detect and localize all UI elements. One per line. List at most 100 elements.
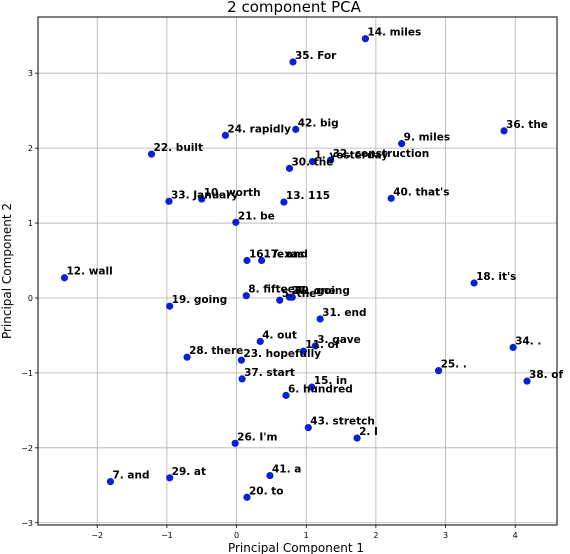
data-point [238, 375, 246, 383]
point-label: 35. For [295, 50, 337, 62]
grid-lines [38, 17, 557, 525]
data-point [299, 347, 308, 355]
data-point [256, 337, 264, 346]
point-label: 8. fifteen [248, 284, 302, 296]
point-label: 16. Texas [249, 249, 304, 261]
point-label: 36. the [506, 119, 548, 131]
data-point [147, 150, 156, 158]
point-label: 5. the [282, 288, 317, 300]
data-points [60, 35, 531, 501]
data-point [316, 315, 324, 323]
data-point [243, 493, 251, 501]
point-label: 10. worth [204, 187, 261, 199]
y-tick-label: −2 [21, 444, 33, 453]
data-point [434, 367, 443, 375]
axis-ticks: −2 −1 0 1 2 3 4 −3 −2 −1 0 1 2 3 [21, 69, 518, 540]
point-label: 6. hundred [288, 383, 353, 395]
x-tick-label: 1 [304, 531, 309, 540]
data-point [311, 342, 319, 350]
point-label: 23. hopefully [243, 348, 321, 360]
data-point [237, 356, 246, 364]
data-point [232, 218, 240, 226]
chart-title: 2 component PCA [227, 0, 361, 16]
y-tick-label: −1 [21, 369, 33, 378]
point-label: 18. it's [476, 271, 516, 283]
point-label: 7. and [112, 470, 149, 482]
data-point [106, 477, 115, 486]
data-point [387, 194, 395, 202]
y-tick-label: 0 [28, 294, 33, 303]
y-tick-label: −3 [21, 519, 33, 528]
point-label: 42. big [298, 117, 339, 129]
point-label: 24. rapidly [227, 123, 291, 135]
data-point [289, 58, 297, 66]
x-tick-label: 3 [443, 531, 448, 540]
data-point [276, 296, 284, 304]
point-label: 37. start [244, 367, 295, 379]
point-label: 34. . [515, 335, 541, 347]
point-label: 3. gave [317, 334, 361, 346]
point-label: 27. one [291, 285, 335, 297]
point-label: 22. built [154, 142, 203, 154]
point-label: 43. stretch [310, 416, 375, 428]
data-point [280, 198, 288, 206]
data-point [282, 391, 290, 399]
data-point [183, 353, 191, 361]
data-point [326, 156, 335, 164]
point-label: 33. January [171, 189, 238, 201]
point-label: 39. going [294, 285, 350, 297]
x-tick-label: 2 [373, 531, 378, 540]
plot-area-frame [37, 16, 558, 526]
point-labels: 1. yesterday 2. I 3. gave 4. out 5. the 6. hu… [66, 27, 563, 498]
point-label: 25. . [441, 359, 467, 371]
data-point [353, 434, 361, 442]
data-point [292, 125, 300, 133]
data-point [258, 256, 266, 265]
point-label: 31. end [322, 307, 366, 319]
y-tick-label: 1 [28, 219, 33, 228]
data-point [308, 158, 317, 166]
x-tick-label: −2 [91, 531, 103, 540]
point-label: 2. I [359, 426, 378, 438]
point-label: 12. wall [66, 266, 112, 278]
point-label: 26. I'm [237, 431, 277, 443]
x-axis-label: Principal Component 1 [228, 541, 364, 554]
point-label: 21. be [238, 210, 275, 222]
data-point [470, 279, 478, 287]
data-point [285, 164, 294, 172]
point-label: 41. a [272, 464, 301, 476]
data-point [308, 383, 316, 391]
data-point [243, 256, 251, 265]
data-point [165, 197, 173, 205]
point-label: 11. of [305, 339, 339, 351]
data-point [500, 127, 508, 135]
point-label: 4. out [262, 329, 297, 341]
point-label: 40. that's [393, 186, 449, 198]
y-tick-label: 3 [28, 69, 33, 78]
data-point [221, 131, 229, 139]
point-label: 17. and [264, 249, 308, 261]
data-point [288, 293, 296, 301]
data-point [231, 439, 239, 447]
point-label: 13. 115 [286, 190, 330, 202]
point-label: 14. miles [367, 27, 421, 39]
data-point [166, 474, 174, 482]
data-point [361, 35, 370, 43]
point-label: 1. yesterday [314, 150, 388, 162]
point-label: 9. miles [404, 132, 450, 144]
data-point [509, 343, 517, 352]
data-point [198, 195, 206, 203]
data-point [304, 423, 312, 432]
point-label: 19. going [172, 294, 228, 306]
point-label: 29. at [172, 466, 206, 478]
point-label: 32. construction [333, 148, 430, 160]
y-tick-label: 2 [28, 144, 33, 153]
point-label: 30. the [291, 156, 333, 168]
point-label: 15. in [314, 375, 347, 387]
data-point [60, 274, 69, 282]
point-label: 20. to [249, 485, 284, 497]
x-tick-label: 0 [234, 531, 239, 540]
data-point [398, 140, 406, 148]
data-point [266, 471, 274, 480]
